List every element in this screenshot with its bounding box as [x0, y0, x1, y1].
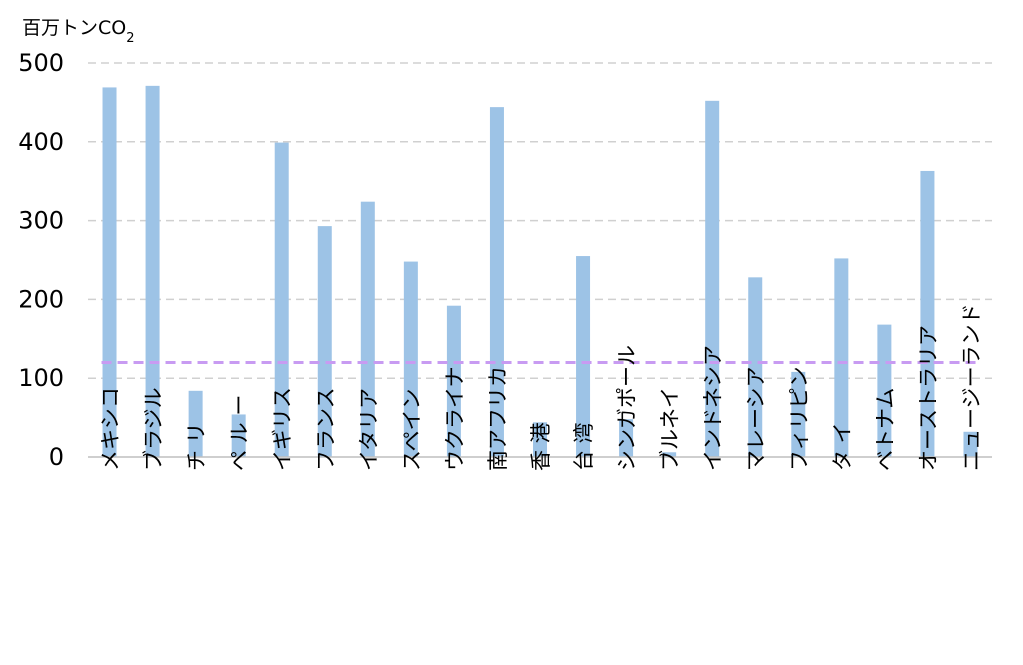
bar — [102, 87, 117, 457]
y-tick-label: 400 — [18, 128, 64, 156]
category-label: 台 湾 — [572, 422, 596, 471]
category-label: ペ ル ー — [228, 395, 252, 471]
category-label: ニュージーランド — [959, 303, 983, 471]
bar — [748, 277, 763, 457]
category-label: 南アフリカ — [486, 366, 510, 471]
bar — [791, 371, 806, 457]
category-label: ブラジル — [142, 387, 166, 471]
y-tick-label: 0 — [49, 443, 64, 471]
category-label: オーストラリア — [916, 325, 940, 471]
bar — [188, 390, 203, 457]
bar — [705, 100, 720, 457]
bar — [963, 431, 978, 457]
category-labels: メキシコ ブラジルチ リペ ル ーイギリス フランス イタリア スペイン ウクライナ 南アフ… — [99, 303, 984, 471]
category-label: ウクライナ — [443, 366, 467, 471]
y-axis-ticks: 0 100 200 300 400 500 — [18, 49, 64, 471]
y-tick-label: 300 — [18, 207, 64, 235]
bar — [317, 226, 332, 457]
bar — [274, 142, 289, 457]
category-label: 香 港 — [529, 422, 553, 471]
bar — [403, 261, 418, 457]
bar — [489, 107, 504, 458]
category-label: ブルネイ — [658, 387, 682, 471]
bar — [145, 85, 160, 458]
category-label: イギリス — [271, 387, 295, 471]
bar — [360, 201, 375, 457]
gridlines — [88, 62, 992, 379]
y-tick-label: 100 — [18, 364, 64, 392]
bars — [102, 85, 978, 458]
category-label: スペイン — [400, 388, 424, 471]
category-label: インドネシア — [701, 345, 725, 471]
category-label: フィリピン — [787, 366, 811, 471]
category-label: メキシコ — [99, 387, 123, 471]
category-label: シンガポール — [615, 345, 639, 471]
category-label: ベトナム — [873, 388, 897, 471]
bar — [533, 422, 547, 457]
bar — [662, 452, 677, 457]
y-unit-label: 百万トンCO2 — [22, 17, 135, 46]
category-label: チ リ — [185, 422, 209, 471]
bar — [231, 414, 246, 457]
category-label: タ イ — [830, 422, 854, 471]
y-tick-label: 200 — [18, 285, 64, 313]
category-label: イタリア — [357, 388, 381, 471]
y-tick-label: 500 — [18, 49, 64, 77]
bar — [446, 305, 461, 457]
category-label: フランス — [314, 387, 338, 471]
bar — [877, 324, 892, 457]
bar — [920, 170, 935, 457]
bar — [619, 419, 634, 457]
bar — [834, 258, 849, 457]
bar — [576, 256, 591, 457]
category-label: マレーシア — [744, 366, 768, 471]
